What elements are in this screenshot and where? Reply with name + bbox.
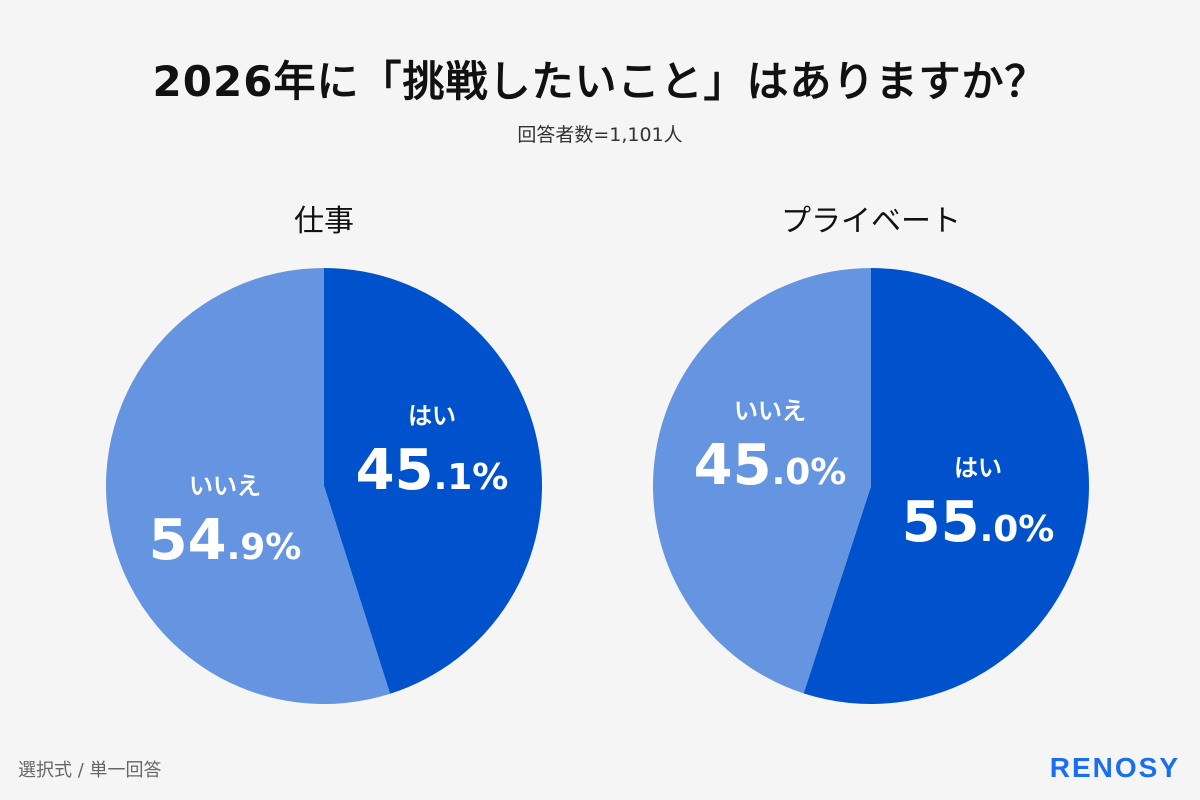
pie-title-private: プライベート [781,204,961,239]
renosy-logo: RENOSY [1049,752,1180,783]
slice-value-label: 54.9% [149,508,302,573]
pie-title-work: 仕事 [294,204,354,239]
slice-label: はい [408,402,456,430]
slice-label: はい [954,454,1002,482]
pie-slice-no [105,268,391,704]
slice-value-label: 45.0% [694,433,847,498]
pie-slice-no [653,268,871,694]
pie-slice-yes [324,268,542,694]
slice-label: いいえ [734,397,806,425]
pie-slice-yes [803,268,1089,705]
chart-title: 2026年に「挑戦したいこと」はありますか？ [152,57,1048,106]
slice-value-label: 45.1% [356,438,509,503]
respondent-count: 回答者数=1,101人 [517,124,683,146]
slice-label: いいえ [189,472,261,500]
footnote: 選択式 / 単一回答 [18,760,162,781]
slice-value-label: 55.0% [902,490,1055,555]
